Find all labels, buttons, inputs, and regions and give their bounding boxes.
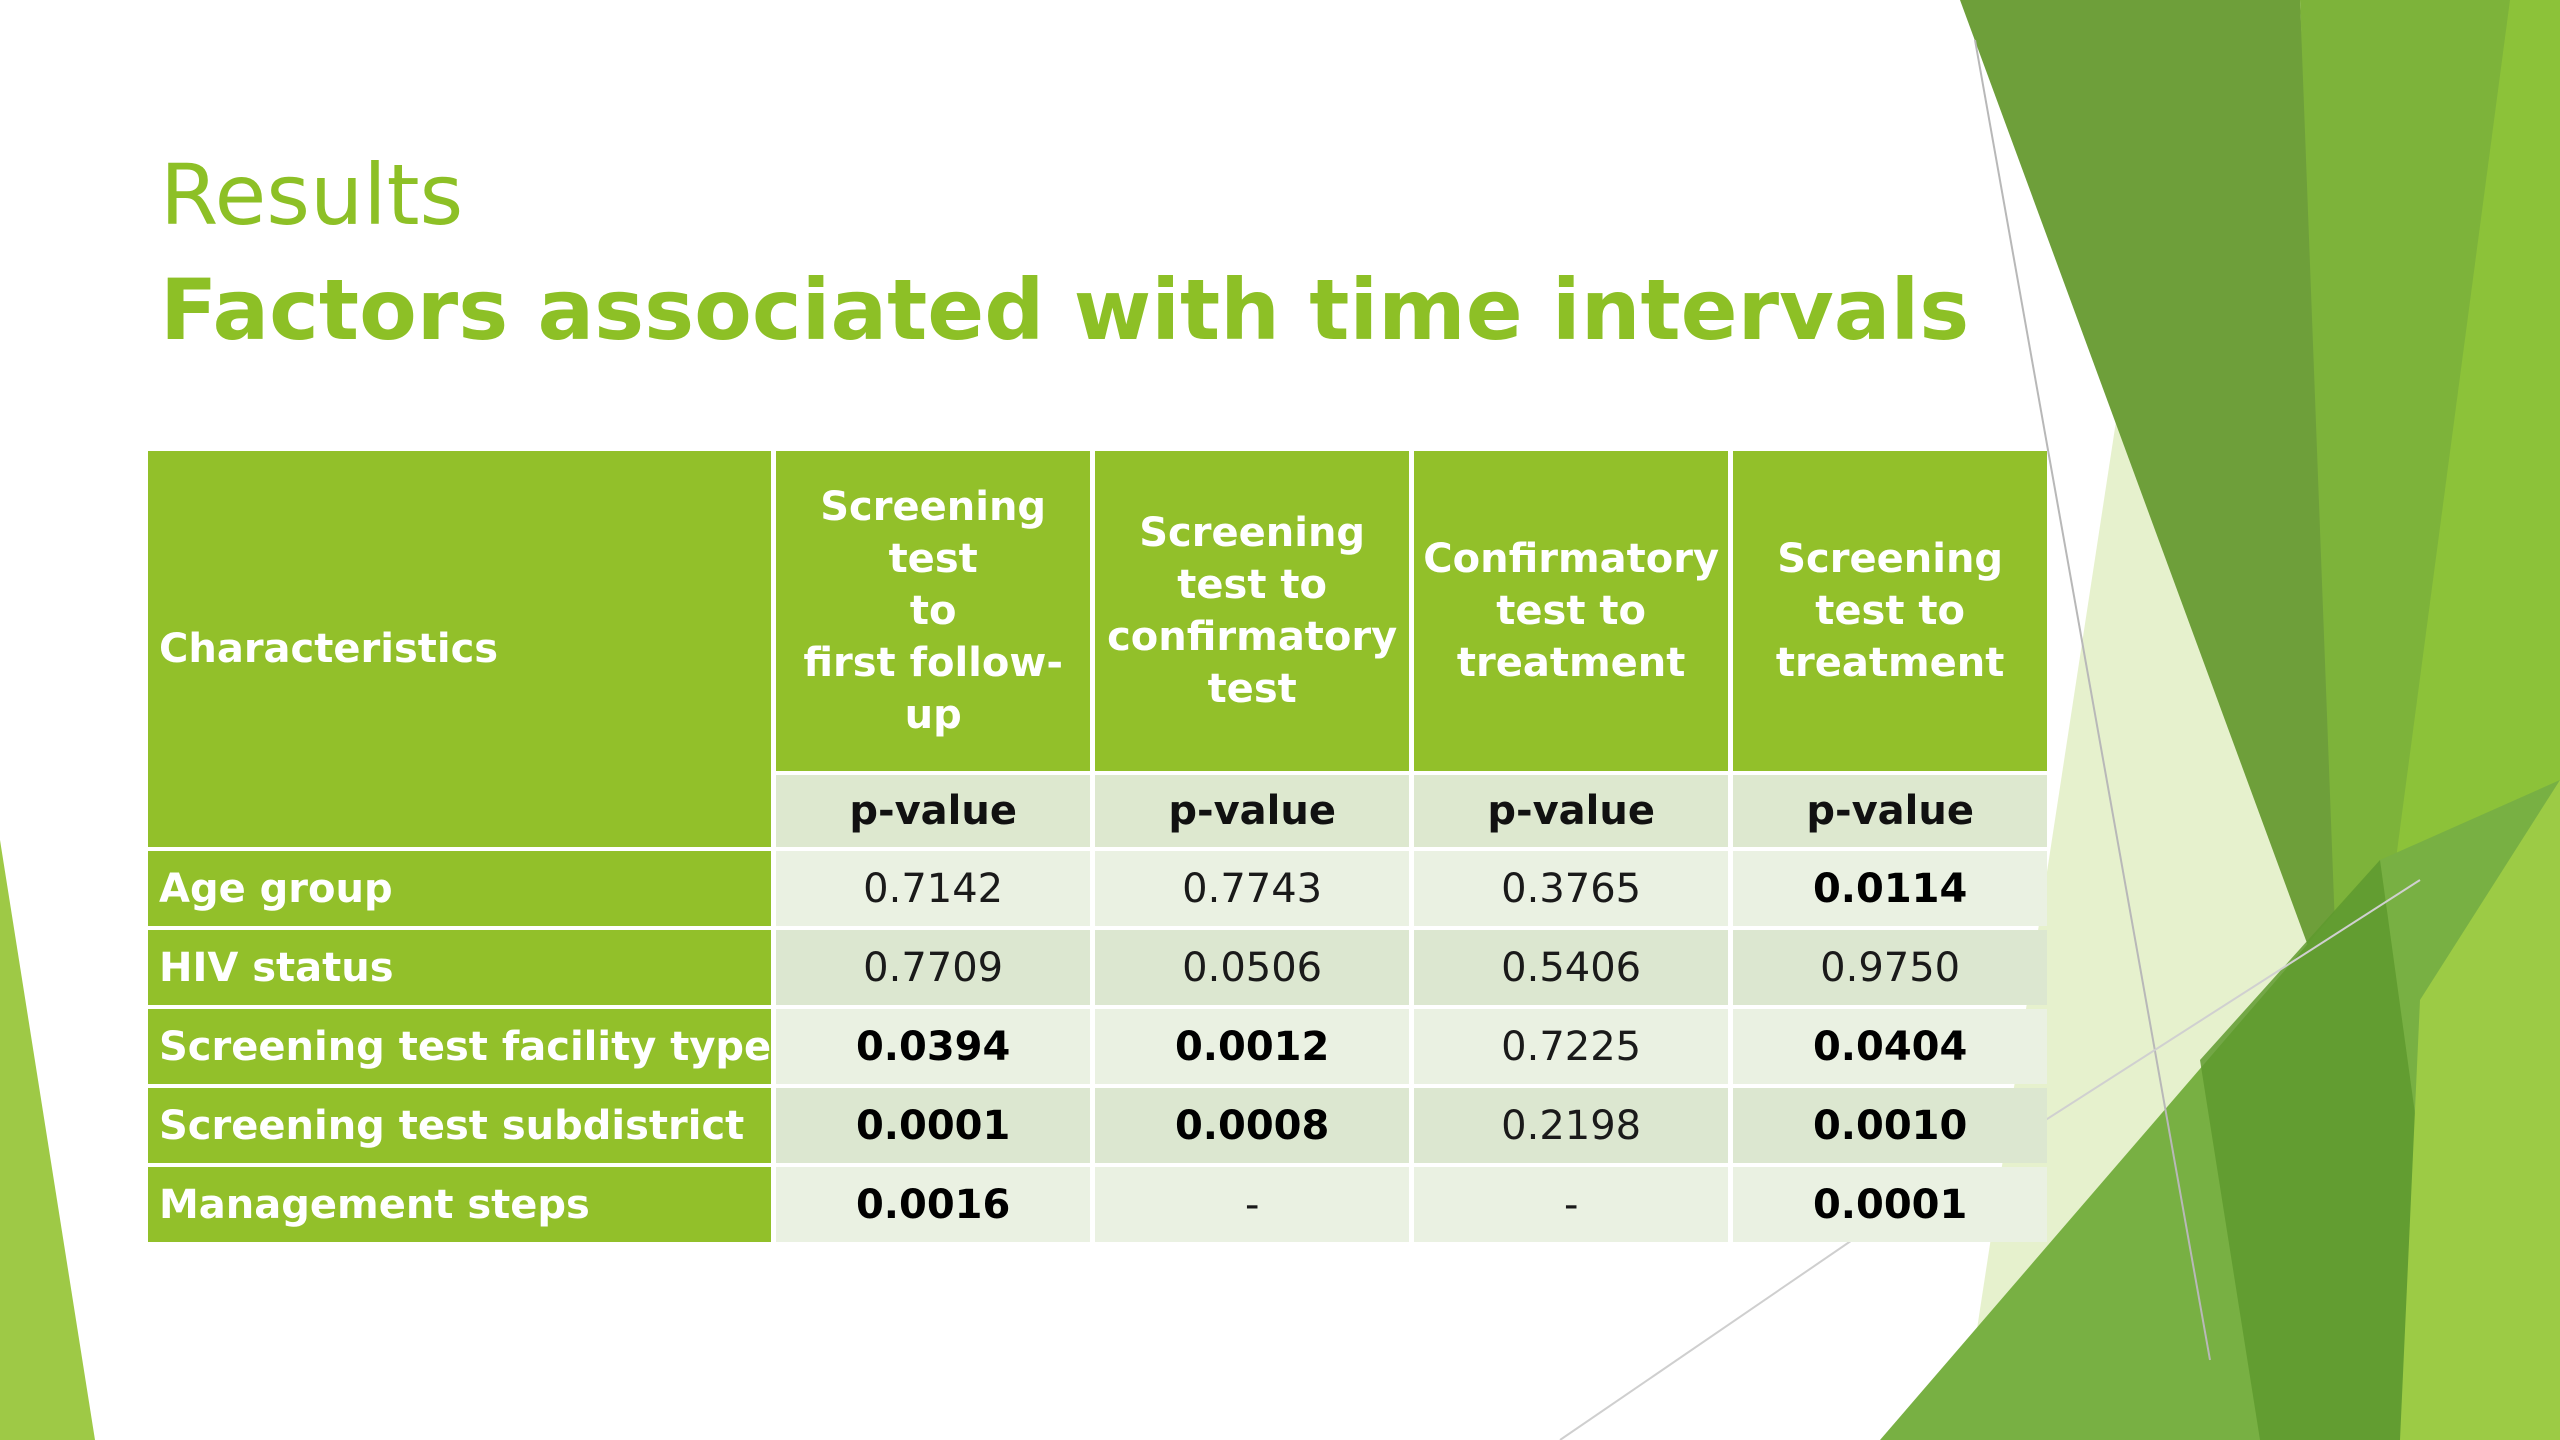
thin-line-2 bbox=[2029, 879, 2421, 1131]
table-cell: 0.0001 bbox=[1733, 1167, 2048, 1242]
table-cell: 0.0010 bbox=[1733, 1088, 2048, 1163]
table-cell: 0.2198 bbox=[1414, 1088, 1729, 1163]
pvalue-header: p-value bbox=[1733, 775, 2048, 847]
table-cell: 0.0008 bbox=[1095, 1088, 1410, 1163]
column-header: Screening test to first follow-up bbox=[776, 451, 1091, 771]
table-cell: 0.0012 bbox=[1095, 1009, 1410, 1084]
row-label: Screening test facility type bbox=[148, 1009, 772, 1084]
column-header-line: Screening bbox=[1777, 536, 2004, 582]
row-label: Age group bbox=[148, 851, 772, 926]
table-cell: - bbox=[1414, 1167, 1729, 1242]
row-label: HIV status bbox=[148, 930, 772, 1005]
table-cell: 0.0404 bbox=[1733, 1009, 2048, 1084]
column-header: Screening test to confirmatory test bbox=[1095, 451, 1410, 771]
column-header-line: to bbox=[909, 588, 957, 634]
characteristics-header: Characteristics bbox=[148, 451, 772, 847]
column-header-line: treatment bbox=[1456, 640, 1686, 686]
table-cell: 0.7743 bbox=[1095, 851, 1410, 926]
pvalue-header: p-value bbox=[1414, 775, 1729, 847]
right-dark-shape bbox=[1960, 0, 2350, 1060]
table-row-hiv-status: HIV status 0.7709 0.0506 0.5406 0.9750 bbox=[148, 930, 2048, 1005]
table-cell: 0.5406 bbox=[1414, 930, 1729, 1005]
table-cell: 0.0016 bbox=[776, 1167, 1091, 1242]
header-row: Characteristics Screening test to first fol… bbox=[148, 451, 2048, 847]
slide-title: Results bbox=[160, 146, 464, 244]
table-row-subdistrict: Screening test subdistrict 0.0001 0.0008… bbox=[148, 1088, 2048, 1163]
bottom-right-dark-shape bbox=[2200, 860, 2460, 1440]
column-header: Confirmatory test to treatment bbox=[1414, 451, 1729, 771]
table-row-management-steps: Management steps 0.0016 - - 0.0001 bbox=[148, 1167, 2048, 1242]
pvalue-header: p-value bbox=[776, 775, 1091, 847]
column-header-line: test to bbox=[1815, 588, 1966, 634]
table-row-facility-type: Screening test facility type 0.0394 0.00… bbox=[148, 1009, 2048, 1084]
subheader-row: p-value p-value p-value p-value bbox=[148, 775, 2048, 847]
column-header-line: test bbox=[1207, 666, 1297, 712]
bottom-right-light-shape bbox=[2400, 780, 2560, 1440]
slide-subtitle: Factors associated with time intervals bbox=[160, 261, 1970, 359]
table-cell: 0.0394 bbox=[776, 1009, 1091, 1084]
row-label: Screening test subdistrict bbox=[148, 1088, 772, 1163]
column-header-line: Screening bbox=[820, 484, 1047, 530]
column-header-line: Confirmatory bbox=[1423, 536, 1720, 582]
column-header-line: test bbox=[888, 536, 978, 582]
column-header-line: test to bbox=[1177, 562, 1328, 608]
table-cell: 0.9750 bbox=[1733, 930, 2048, 1005]
column-header-line: confirmatory bbox=[1107, 614, 1398, 660]
row-label: Management steps bbox=[148, 1167, 772, 1242]
table-row-age-group: Age group 0.7142 0.7743 0.3765 0.0114 bbox=[148, 851, 2048, 926]
table-cell: 0.0114 bbox=[1733, 851, 2048, 926]
table-cell: 0.0506 bbox=[1095, 930, 1410, 1005]
table-cell: 0.3765 bbox=[1414, 851, 1729, 926]
pvalue-header: p-value bbox=[1095, 775, 1410, 847]
table-cell: - bbox=[1095, 1167, 1410, 1242]
table-cell: 0.7142 bbox=[776, 851, 1091, 926]
column-header-line: up bbox=[904, 692, 962, 738]
column-header-line: treatment bbox=[1775, 640, 2005, 686]
table-cell: 0.7225 bbox=[1414, 1009, 1729, 1084]
table-cell: 0.7709 bbox=[776, 930, 1091, 1005]
thin-line-1 bbox=[1974, 39, 2211, 1361]
left-edge-shape bbox=[0, 840, 95, 1440]
column-header-line: Screening bbox=[1139, 510, 1366, 556]
column-header-line: first follow- bbox=[803, 640, 1063, 686]
column-header: Screening test to treatment bbox=[1733, 451, 2048, 771]
table-cell: 0.0001 bbox=[776, 1088, 1091, 1163]
results-table: Characteristics Screening test to first fol… bbox=[143, 447, 2052, 1246]
column-header-line: test to bbox=[1496, 588, 1647, 634]
